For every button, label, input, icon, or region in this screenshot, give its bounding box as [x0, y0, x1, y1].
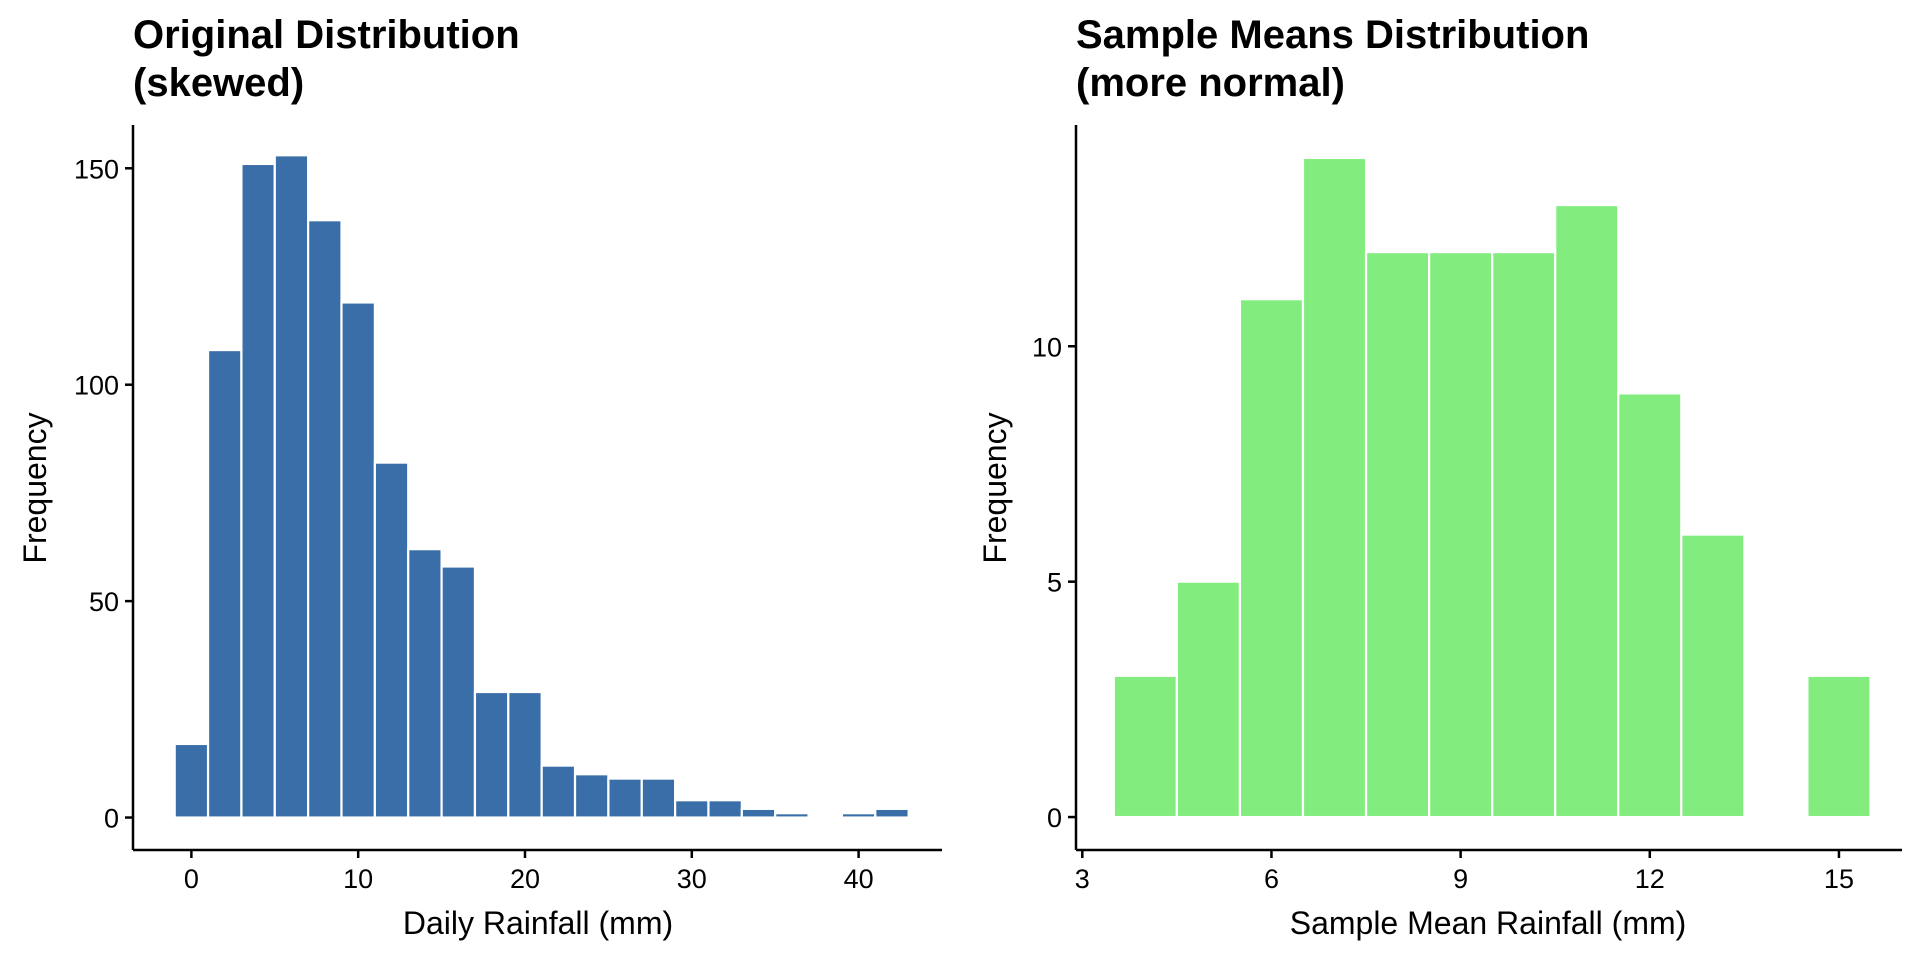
- histogram-bar: [774, 812, 810, 819]
- x-axis-label: Sample Mean Rainfall (mm): [1290, 905, 1687, 941]
- histogram-bar: [674, 799, 710, 819]
- histogram-bars: [1112, 156, 1872, 819]
- histogram-bar: [407, 548, 443, 819]
- histogram-bar: [440, 565, 477, 819]
- histogram-bar: [273, 154, 310, 819]
- histogram-panel-original: Original Distribution (skewed) 050100150…: [17, 13, 942, 941]
- y-tick-label: 0: [1047, 803, 1062, 833]
- x-tick-label: 0: [184, 864, 199, 894]
- histogram-bar: [707, 799, 743, 819]
- x-tick-label: 9: [1453, 864, 1468, 894]
- y-tick-label: 5: [1047, 568, 1062, 598]
- histogram-bar: [1112, 674, 1178, 819]
- histogram-bar: [607, 777, 643, 819]
- x-tick-label: 3: [1075, 864, 1090, 894]
- histogram-bar: [340, 301, 376, 819]
- histogram-bar: [1175, 580, 1242, 819]
- histogram-bar: [640, 777, 677, 819]
- histogram-bar: [573, 773, 610, 819]
- x-tick-label: 6: [1264, 864, 1279, 894]
- y-tick-label: 100: [74, 371, 119, 401]
- histogram-bar: [1617, 392, 1683, 819]
- y-axis-label: Frequency: [977, 412, 1013, 563]
- y-tick-label: 10: [1032, 332, 1062, 362]
- x-axis-label: Daily Rainfall (mm): [403, 905, 673, 941]
- histogram-bar: [740, 807, 777, 819]
- y-tick-label: 50: [89, 587, 119, 617]
- histogram-bar: [1301, 156, 1368, 819]
- histogram-bar: [507, 690, 543, 819]
- x-tick-label: 40: [844, 864, 874, 894]
- chart-title-line-1: Sample Means Distribution: [1076, 13, 1589, 57]
- x-tick-label: 30: [677, 864, 707, 894]
- histogram-bar: [840, 812, 877, 819]
- axes: 0 5 10 3 6 9 12 15: [1032, 125, 1902, 894]
- x-tick-label: 15: [1824, 864, 1854, 894]
- histogram-bar: [473, 690, 510, 819]
- chart-title-line-2: (more normal): [1076, 61, 1345, 105]
- chart-title-line-1: Original Distribution: [133, 13, 520, 57]
- histogram-bar: [1806, 674, 1872, 819]
- histogram-bar: [1238, 298, 1305, 819]
- histogram-bar: [540, 764, 577, 819]
- histogram-bars: [173, 154, 910, 819]
- histogram-bar: [1491, 251, 1557, 819]
- histogram-bar: [307, 219, 343, 819]
- histogram-bar: [240, 162, 276, 819]
- y-tick-label: 150: [74, 154, 119, 184]
- histogram-bar: [874, 807, 910, 819]
- x-tick-label: 10: [343, 864, 373, 894]
- y-axis-label: Frequency: [17, 412, 53, 563]
- y-tick-label: 0: [104, 804, 119, 834]
- histogram-bar: [1427, 251, 1494, 819]
- axes: 0 50 100 150 0 10 20 30 40: [74, 125, 942, 894]
- histogram-bar: [373, 461, 410, 819]
- x-tick-label: 12: [1635, 864, 1665, 894]
- histogram-bar: [1680, 533, 1746, 819]
- x-tick-label: 20: [510, 864, 540, 894]
- chart-title-line-2: (skewed): [133, 61, 304, 105]
- histogram-bar: [206, 348, 243, 819]
- histogram-bar: [1554, 203, 1620, 819]
- histogram-bar: [1364, 251, 1431, 819]
- histogram-panel-sample-means: Sample Means Distribution (more normal) …: [977, 13, 1902, 941]
- histogram-bar: [173, 742, 210, 819]
